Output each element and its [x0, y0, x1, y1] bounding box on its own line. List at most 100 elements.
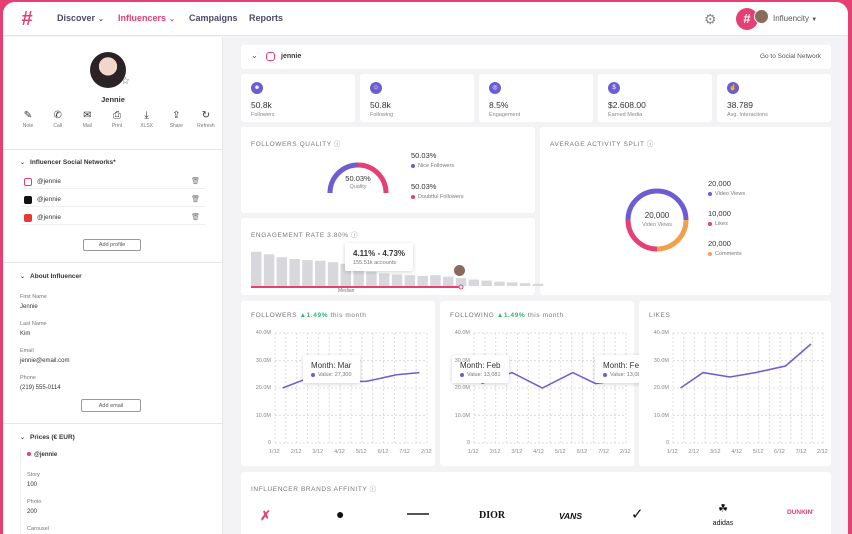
- first-name-value[interactable]: Jennie: [20, 304, 38, 310]
- nav-reports[interactable]: Reports: [249, 13, 284, 23]
- tooltip-value: Value: 27,300: [303, 372, 360, 383]
- tiktok-icon: [24, 196, 32, 204]
- trash-icon[interactable]: 🗑: [191, 196, 200, 203]
- engagement-bar: [391, 274, 403, 286]
- card-title: FOLLOWERS QUALITY ⓘ: [251, 141, 342, 148]
- kpi-earned-media: $ $2.608.00 Earned Media: [598, 74, 712, 122]
- engagement-bar: [507, 282, 518, 286]
- nav-campaigns[interactable]: Campaigns: [189, 13, 238, 23]
- followers-quality-card: FOLLOWERS QUALITY ⓘ 50.03% Quality 50.03…: [241, 127, 535, 213]
- brand-logo-icon: ✗: [260, 508, 271, 523]
- email-value[interactable]: jennie@email.com: [20, 358, 70, 364]
- y-tick-label: 30.0M: [454, 357, 470, 364]
- engagement-bar: [327, 262, 339, 286]
- gear-icon[interactable]: ⚙: [704, 11, 717, 27]
- y-tick-label: 10.0M: [653, 412, 669, 419]
- x-tick-label: 1/12: [269, 449, 280, 455]
- price-value[interactable]: 100: [27, 482, 38, 488]
- network-row-instagram[interactable]: @jennie 🗑: [22, 175, 205, 189]
- profile-actions: ✎ Note ✆ Call ✉ Mail ⎙ Print ⤓ XLSX ⇪ Share ↻ R…: [17, 110, 217, 129]
- engagement-bar: [443, 276, 454, 286]
- favorite-star-icon[interactable]: ☆: [121, 76, 130, 87]
- trash-icon[interactable]: 🗑: [191, 178, 200, 185]
- share-button[interactable]: ⇪ Share: [165, 110, 187, 129]
- kpi-label: Avg. Interactions: [727, 112, 768, 118]
- user-avatar[interactable]: [754, 9, 769, 24]
- note-button[interactable]: ✎ Note: [17, 110, 39, 129]
- y-tick-label: 30.0M: [653, 357, 669, 364]
- mail-button[interactable]: ✉ Mail: [76, 110, 98, 129]
- kpi-value: 50.8k: [370, 100, 391, 110]
- legend-dot: [708, 251, 712, 256]
- x-tick-label: 7/12: [598, 449, 609, 455]
- info-icon[interactable]: ⓘ: [646, 141, 654, 148]
- profile-name: Jennie: [101, 95, 125, 104]
- go-to-network-link[interactable]: Go to Social Network: [759, 53, 821, 60]
- app-window: # Discover ⌄ Influencers ⌄ Campaigns Repor…: [3, 2, 848, 534]
- call-button[interactable]: ✆ Call: [47, 110, 69, 129]
- chevron-down-icon[interactable]: ⌄: [251, 51, 258, 60]
- print-button[interactable]: ⎙ Print: [106, 110, 128, 129]
- tooltip-value: Value: 13,081: [595, 372, 652, 383]
- engagement-tooltip: 4.11% - 4.73% 155.51k accounts: [345, 243, 414, 271]
- quality-item-value: 50.03%: [411, 151, 437, 160]
- add-email-button[interactable]: Add email: [81, 399, 141, 412]
- followers-tooltip: Month: Mar Value: 27,300: [303, 355, 360, 383]
- tooltip-value: Value: 13,081: [452, 372, 509, 383]
- networks-section-toggle[interactable]: ⌄ Influencer Social Networks*: [20, 159, 116, 166]
- phone-value[interactable]: (219) 555-0114: [20, 385, 61, 391]
- price-label: Photo: [27, 499, 42, 505]
- card-title: INFLUENCER BRANDS AFFINITY ⓘ: [251, 486, 377, 493]
- engagement-bar: [289, 259, 300, 286]
- chevron-down-icon: ⌄: [20, 435, 26, 441]
- brand-avatar-icon[interactable]: #: [736, 8, 758, 30]
- donut-value: 20,000: [644, 211, 670, 220]
- refresh-button[interactable]: ↻ Refresh: [195, 110, 217, 129]
- info-icon[interactable]: ⓘ: [333, 141, 342, 148]
- printer-icon: ⎙: [112, 110, 121, 121]
- followers-line-chart: [274, 332, 428, 444]
- engagement-range-marker: [458, 284, 464, 290]
- prices-list: @jennie Story 100 Photo 200 Carousel: [20, 449, 208, 534]
- account-menu[interactable]: Influencity ▼: [773, 14, 818, 23]
- followers-chart-card: FOLLOWERS ▲1.49% this month Month: Mar V…: [241, 301, 435, 466]
- quality-item-label: Nice Followers: [411, 163, 454, 169]
- profile-photo: [90, 52, 126, 88]
- tooltip-title: Month: Mar: [311, 361, 352, 370]
- y-tick-label: 20.0M: [653, 385, 669, 391]
- nav-influencers[interactable]: Influencers ⌄: [118, 13, 175, 23]
- account-handle: jennie: [281, 53, 302, 60]
- about-section-toggle[interactable]: ⌄ About Influencer: [20, 273, 82, 280]
- engagement-bar: [519, 283, 531, 286]
- engagement-bar: [263, 254, 275, 286]
- trash-icon[interactable]: 🗑: [191, 214, 200, 221]
- mail-icon: ✉: [83, 110, 92, 121]
- divider: [3, 262, 222, 263]
- dunkin-logo: DUNKIN': [787, 509, 814, 516]
- tooltip-accounts: 155.51k accounts: [353, 260, 397, 266]
- network-row-youtube[interactable]: @jennie 🗑: [22, 211, 205, 225]
- x-tick-label: 4/12: [731, 449, 742, 455]
- xlsx-button[interactable]: ⤓ XLSX: [136, 110, 158, 129]
- y-tick-label: 40.0M: [653, 330, 669, 336]
- split-item-value: 20,000: [708, 239, 731, 248]
- split-item-value: 10,000: [708, 209, 731, 218]
- engagement-bar: [302, 260, 313, 286]
- network-row-tiktok[interactable]: @jennie 🗑: [22, 193, 205, 207]
- price-label: Story: [27, 472, 40, 478]
- dior-logo: DIOR: [479, 510, 506, 521]
- donut-label: Video Views: [641, 222, 673, 228]
- x-tick-label: 4/12: [533, 449, 544, 455]
- quality-item-label: Doubtful Followers: [411, 194, 464, 200]
- prices-section-toggle[interactable]: ⌄ Prices (€ EUR): [20, 434, 75, 441]
- info-icon[interactable]: ⓘ: [351, 232, 359, 239]
- chevron-down-icon: ⌄: [20, 160, 26, 166]
- info-icon[interactable]: ⓘ: [369, 486, 377, 493]
- price-value[interactable]: 200: [27, 509, 38, 515]
- likes-line-chart: [672, 332, 824, 444]
- engagement-bar: [455, 278, 467, 286]
- last-name-value[interactable]: Kim: [20, 331, 31, 337]
- nav-discover[interactable]: Discover ⌄: [57, 13, 104, 23]
- influencity-logo-icon[interactable]: #: [21, 8, 33, 30]
- add-profile-button[interactable]: Add profile: [83, 239, 141, 251]
